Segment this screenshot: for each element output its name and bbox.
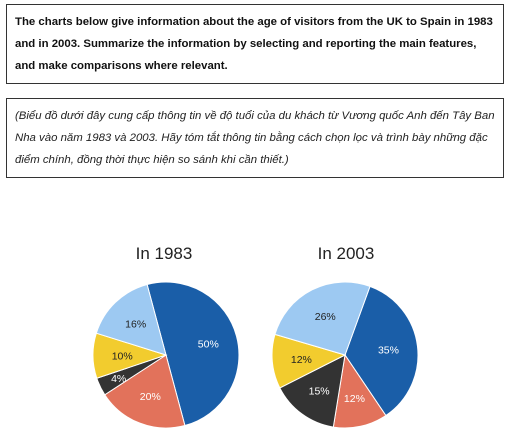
pie-slice-1-0 [344, 285, 419, 417]
chart-title-2003: In 2003 [317, 244, 375, 263]
pie-label-0-3: 10% [112, 350, 133, 362]
pie-charts: 50% 20% 4% 10% 16% 35% 12% 15% 12% 26% [92, 281, 419, 429]
pie-slice-0-0 [146, 281, 240, 427]
pie-label-1-3: 12% [291, 354, 312, 366]
pie-slice-1-4 [274, 281, 371, 356]
pie-label-0-4: 16% [125, 318, 146, 330]
pie-label-1-2: 15% [309, 385, 330, 397]
task-prompt-text: The charts below give information about … [15, 16, 493, 72]
pie-label-0-0: 50% [198, 339, 219, 351]
chart-title-1983: In 1983 [135, 244, 193, 263]
task-prompt-box: The charts below give information about … [6, 4, 504, 84]
pie-label-0-1: 20% [140, 391, 161, 403]
pie-label-1-1: 12% [344, 393, 365, 405]
pie-label-1-0: 35% [378, 345, 399, 357]
translation-box: (Biểu đồ dưới đây cung cấp thông tin về … [6, 98, 504, 178]
pie-label-1-4: 26% [315, 311, 336, 323]
pie-label-0-2: 4% [111, 373, 126, 385]
pie-slice-0-4 [95, 283, 167, 356]
pie-slice-0-1 [104, 354, 186, 429]
pie-slice-1-2 [279, 354, 346, 428]
translation-text: (Biểu đồ dưới đây cung cấp thông tin về … [15, 110, 495, 166]
